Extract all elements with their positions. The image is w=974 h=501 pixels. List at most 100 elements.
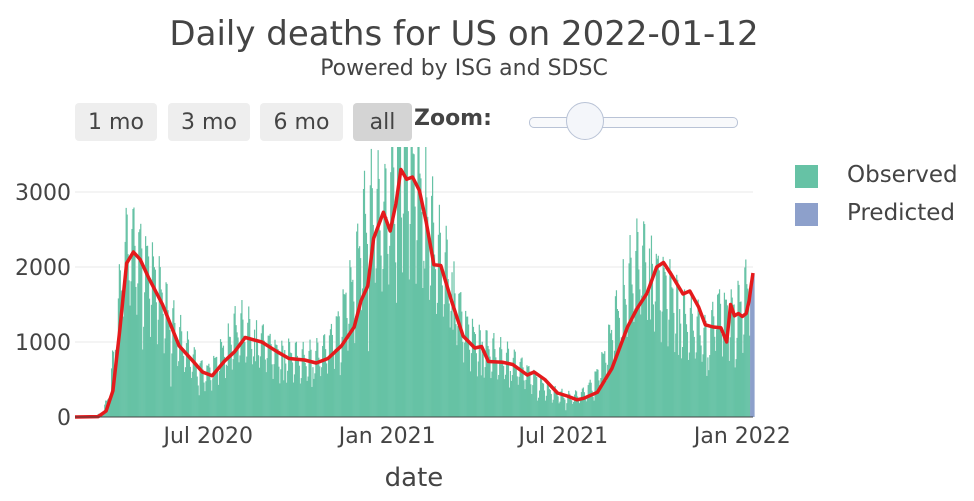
observed-bar bbox=[654, 301, 656, 417]
observed-bar bbox=[246, 356, 248, 417]
observed-bar bbox=[733, 304, 735, 417]
observed-bar bbox=[300, 378, 302, 417]
observed-bar bbox=[707, 357, 709, 417]
observed-bar bbox=[561, 388, 563, 417]
observed-bar bbox=[394, 224, 396, 417]
observed-bar bbox=[684, 313, 687, 417]
observed-bar bbox=[587, 385, 589, 417]
observed-bar bbox=[630, 257, 632, 417]
y-axis-ticks: 0 1000 2000 3000 bbox=[15, 181, 71, 431]
observed-bar bbox=[486, 330, 488, 417]
range-1mo-button[interactable]: 1 mo bbox=[75, 103, 157, 141]
observed-bar bbox=[698, 313, 700, 417]
observed-bar bbox=[523, 380, 525, 417]
observed-bar bbox=[151, 242, 154, 417]
observed-bar bbox=[304, 362, 306, 417]
observed-bar bbox=[180, 314, 182, 417]
observed-bar bbox=[381, 291, 383, 417]
observed-bar bbox=[531, 394, 533, 417]
observed-bar bbox=[149, 336, 152, 417]
y-tick-label: 1000 bbox=[15, 331, 71, 356]
smoothed-line bbox=[74, 167, 755, 419]
observed-bar bbox=[457, 325, 459, 417]
observed-bar bbox=[173, 300, 175, 417]
observed-bar bbox=[353, 301, 355, 417]
observed-bar bbox=[191, 371, 193, 417]
observed-bar bbox=[273, 364, 275, 417]
observed-bar bbox=[415, 283, 417, 417]
chart-subtitle: Powered by ISG and SDSC bbox=[320, 56, 608, 81]
observed-bar bbox=[267, 335, 269, 417]
observed-bar bbox=[645, 295, 648, 417]
observed-bar bbox=[278, 366, 280, 417]
range-6mo-button[interactable]: 6 mo bbox=[260, 103, 343, 141]
range-3mo-button[interactable]: 3 mo bbox=[168, 103, 250, 141]
observed-bar bbox=[272, 378, 274, 417]
observed-bar bbox=[178, 361, 180, 417]
observed-bar bbox=[334, 348, 336, 417]
zoom-slider-track[interactable] bbox=[529, 117, 738, 128]
observed-bar bbox=[543, 390, 546, 417]
observed-bar bbox=[380, 255, 382, 417]
observed-bar bbox=[119, 270, 121, 417]
observed-bar bbox=[213, 355, 215, 417]
observed-bar bbox=[201, 360, 203, 417]
x-tick-label: Jul 2020 bbox=[161, 424, 253, 449]
observed-bar bbox=[241, 300, 243, 417]
observed-bar bbox=[570, 398, 572, 417]
observed-bar bbox=[567, 394, 569, 417]
observed-bar bbox=[261, 325, 263, 417]
observed-bar bbox=[656, 258, 658, 417]
observed-bar bbox=[611, 340, 614, 417]
zoom-slider-handle[interactable] bbox=[566, 102, 604, 140]
observed-bar bbox=[593, 400, 595, 417]
observed-bar bbox=[342, 289, 344, 417]
observed-bar bbox=[434, 269, 437, 417]
observed-bar bbox=[286, 382, 288, 417]
observed-bar bbox=[310, 349, 312, 417]
observed-bar bbox=[475, 353, 477, 417]
observed-bar bbox=[558, 403, 560, 417]
observed-bar bbox=[338, 316, 340, 417]
observed-bar bbox=[638, 269, 640, 417]
observed-bar bbox=[647, 294, 650, 417]
observed-bar bbox=[420, 178, 422, 417]
observed-bar bbox=[589, 379, 591, 417]
observed-bar bbox=[396, 302, 398, 417]
observed-bar bbox=[194, 349, 196, 417]
observed-bar bbox=[276, 345, 278, 417]
observed-bar bbox=[207, 365, 209, 417]
observed-bar bbox=[205, 381, 207, 417]
observed-bar bbox=[639, 289, 641, 417]
observed-bar bbox=[354, 343, 356, 417]
observed-bar bbox=[163, 353, 165, 417]
observed-bar bbox=[214, 357, 216, 417]
observed-bar bbox=[145, 236, 147, 417]
observed-bar bbox=[562, 393, 564, 417]
observed-bar bbox=[745, 259, 747, 417]
observed-bar bbox=[148, 298, 151, 417]
observed-bar bbox=[538, 390, 541, 417]
observed-bar bbox=[681, 347, 684, 417]
observed-bar bbox=[216, 356, 218, 417]
observed-bar bbox=[465, 310, 467, 417]
observed-bar bbox=[188, 357, 191, 417]
observed-bar bbox=[184, 367, 187, 417]
observed-bar bbox=[314, 373, 316, 417]
observed-bar bbox=[699, 335, 701, 417]
observed-bar bbox=[197, 385, 199, 417]
observed-bar bbox=[113, 381, 116, 417]
observed-bar bbox=[605, 362, 607, 417]
observed-bar bbox=[528, 366, 530, 417]
observed-bar bbox=[302, 341, 304, 417]
observed-bar bbox=[568, 390, 570, 417]
observed-bar bbox=[320, 376, 322, 417]
observed-bar bbox=[606, 380, 608, 417]
observed-bar bbox=[146, 245, 149, 417]
observed-bar bbox=[162, 313, 164, 417]
observed-bar bbox=[413, 154, 415, 418]
observed-bar bbox=[277, 349, 279, 417]
range-all-button[interactable]: all bbox=[353, 103, 412, 141]
observed-bar bbox=[610, 329, 613, 417]
observed-bar bbox=[290, 353, 293, 417]
